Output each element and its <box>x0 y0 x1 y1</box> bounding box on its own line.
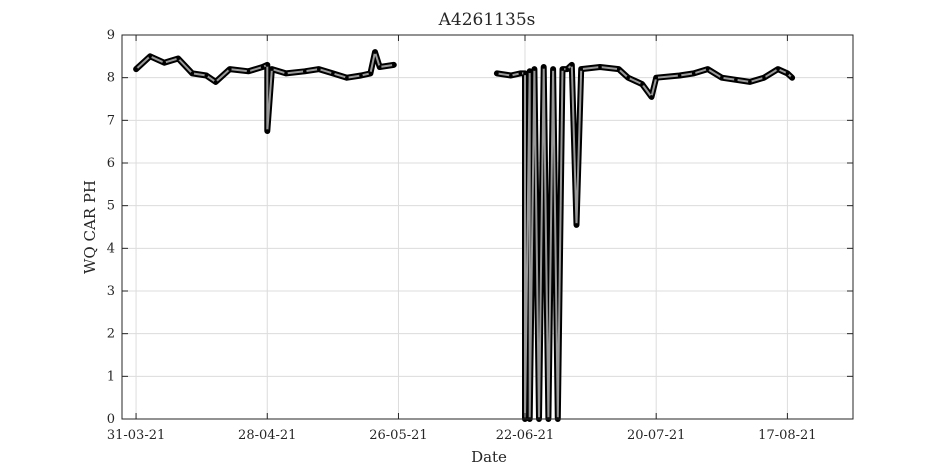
data-point <box>495 71 499 76</box>
data-point <box>265 129 270 133</box>
data-point <box>303 69 307 74</box>
data-point <box>377 65 382 69</box>
y-tick-label: 4 <box>107 241 115 256</box>
data-point <box>560 67 565 71</box>
x-tick-label: 28-04-21 <box>238 428 296 443</box>
data-point <box>626 75 630 80</box>
data-point <box>785 71 790 76</box>
data-point <box>570 63 574 67</box>
data-point <box>331 71 335 76</box>
data-point <box>579 67 583 71</box>
data-point <box>176 56 180 61</box>
y-tick-label: 0 <box>107 412 115 427</box>
y-tick-label: 7 <box>107 113 115 128</box>
y-tick-label: 6 <box>107 156 115 171</box>
data-point <box>677 73 682 78</box>
y-tick-label: 8 <box>107 71 115 86</box>
data-point <box>720 75 724 80</box>
x-axis: 31-03-21 28-04-21 26-05-21 22-06-21 20-07-21… <box>107 35 817 443</box>
data-point <box>790 75 794 80</box>
y-tick-label: 1 <box>107 369 115 384</box>
data-point <box>270 67 274 71</box>
plot-frame <box>121 34 854 420</box>
x-axis-label: Date <box>471 448 507 466</box>
data-point <box>616 67 621 71</box>
data-point <box>190 71 195 76</box>
series-layer <box>133 49 796 422</box>
y-axis-label: WQ CAR PH <box>81 180 99 274</box>
data-point <box>162 60 166 65</box>
data-point <box>527 69 532 74</box>
data-point <box>748 80 752 84</box>
data-point <box>734 78 738 82</box>
data-point <box>265 63 270 67</box>
y-tick-label: 3 <box>107 284 115 299</box>
x-tick-label: 17-08-21 <box>758 428 816 443</box>
data-point <box>541 65 546 69</box>
data-point <box>691 71 696 76</box>
data-point <box>260 65 265 69</box>
data-point <box>654 75 658 80</box>
data-point <box>148 54 152 59</box>
data-point <box>134 67 138 71</box>
data-point <box>368 71 373 76</box>
data-point <box>532 67 537 71</box>
data-point <box>518 71 523 76</box>
data-point <box>509 73 513 78</box>
data-point <box>284 71 288 76</box>
y-tick-label: 5 <box>107 199 115 214</box>
data-point <box>246 69 251 74</box>
y-axis: 0 1 2 3 4 5 6 7 8 9 <box>107 28 853 427</box>
x-tick-label: 22-06-21 <box>496 428 554 443</box>
data-point <box>392 63 396 67</box>
x-tick-label: 20-07-21 <box>627 428 685 443</box>
data-point <box>776 67 780 71</box>
data-point <box>762 75 766 80</box>
data-point <box>213 80 218 84</box>
data-point <box>204 73 209 78</box>
data-point <box>640 82 644 86</box>
data-point <box>523 71 527 76</box>
x-tick-label: 31-03-21 <box>107 428 165 443</box>
x-tick-label: 26-05-21 <box>369 428 427 443</box>
data-point <box>373 50 377 54</box>
data-point <box>565 67 569 71</box>
chart-title: A4261135s <box>438 10 536 30</box>
data-point <box>598 65 602 69</box>
y-tick-label: 2 <box>107 327 115 342</box>
series-line <box>496 63 793 420</box>
data-point <box>649 95 654 99</box>
plot-area <box>122 35 853 419</box>
data-point <box>359 73 363 78</box>
data-point <box>345 75 349 80</box>
data-point <box>574 223 579 227</box>
y-tick-label: 9 <box>107 28 115 43</box>
data-point <box>705 67 710 71</box>
data-point <box>551 67 555 71</box>
data-point <box>317 67 321 71</box>
data-point <box>228 67 232 71</box>
